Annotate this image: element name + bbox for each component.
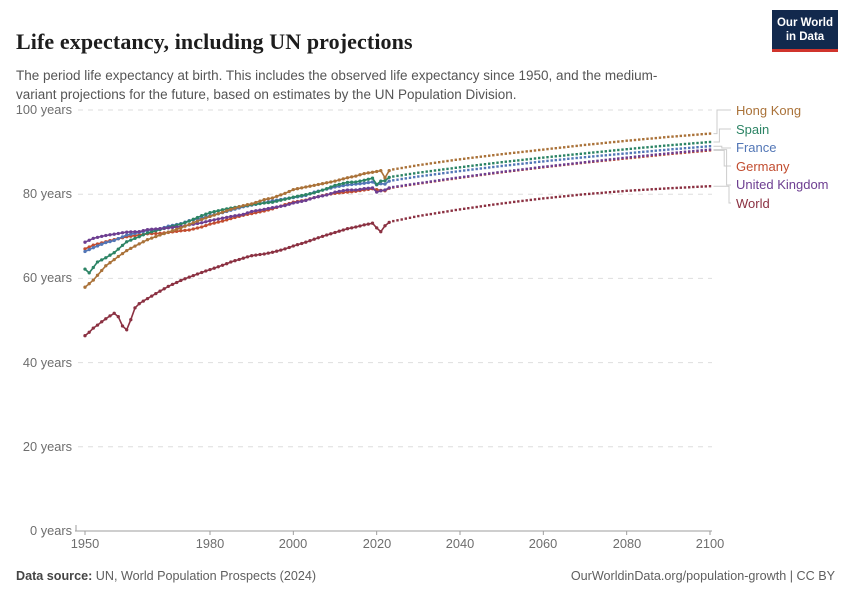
legend-connector-germany	[713, 149, 731, 167]
y-tick-100: 100 years	[15, 102, 72, 117]
y-tick-60: 60 years	[22, 270, 72, 285]
owid-license-link[interactable]: OurWorldinData.org/population-growth | C…	[570, 569, 835, 583]
y-tick-40: 40 years	[22, 355, 72, 370]
owid-logo-line2: in Data	[785, 31, 825, 44]
series-united-kingdom[interactable]	[83, 148, 712, 244]
legend-label-germany[interactable]: Germany	[736, 159, 790, 174]
series-hong-kong[interactable]	[83, 132, 712, 289]
legend-connector-hong-kong	[713, 109, 731, 135]
legend-connector-united-kingdom	[713, 149, 731, 186]
data-source-note: Data source: UN, World Population Prospe…	[16, 569, 316, 583]
series-spain[interactable]	[83, 140, 712, 275]
y-tick-0: 0 years	[30, 523, 72, 538]
owid-logo-line1: Our World	[776, 17, 833, 29]
y-tick-20: 20 years	[22, 439, 72, 454]
legend-label-spain[interactable]: Spain	[736, 122, 770, 137]
legend-label-united-kingdom[interactable]: United Kingdom	[736, 177, 829, 192]
legend-label-world[interactable]: World	[736, 196, 770, 211]
x-tick-2020: 2020	[362, 536, 392, 551]
page-title: Life expectancy, including UN projection…	[16, 28, 413, 54]
owid-logo[interactable]: Our World in Data	[772, 10, 838, 52]
x-tick-2060: 2060	[528, 536, 558, 551]
x-tick-1980: 1980	[195, 536, 225, 551]
legend-label-hong-kong[interactable]: Hong Kong	[736, 103, 802, 118]
legend-connector-spain	[713, 128, 731, 143]
y-tick-80: 80 years	[22, 186, 72, 201]
data-source-label: Data source:	[16, 569, 93, 583]
legend-label-france[interactable]: France	[736, 140, 777, 155]
x-tick-2100: 2100	[695, 536, 725, 551]
series-france[interactable]	[83, 145, 712, 254]
series-world[interactable]	[83, 185, 712, 338]
x-tick-2040: 2040	[445, 536, 475, 551]
legend-connector-france	[713, 145, 731, 149]
chart-subtitle: The period life expectancy at birth. Thi…	[16, 67, 658, 103]
x-tick-1950: 1950	[70, 536, 100, 551]
x-tick-2080: 2080	[612, 536, 642, 551]
legend-connector-world	[713, 185, 731, 204]
data-source-text: UN, World Population Prospects (2024)	[95, 569, 317, 583]
x-tick-2000: 2000	[278, 536, 308, 551]
series-germany[interactable]	[83, 149, 712, 251]
